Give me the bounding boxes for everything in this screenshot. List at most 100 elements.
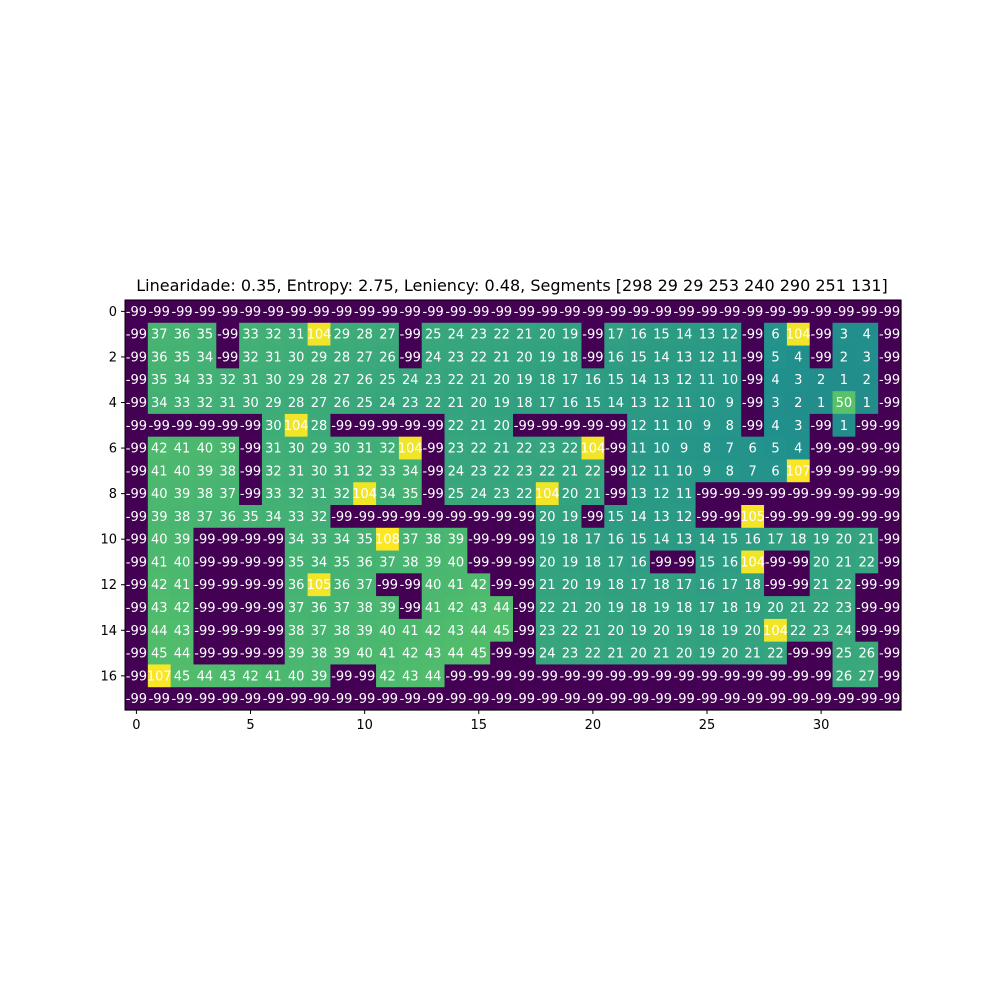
cell-value: -99 [468,692,489,707]
cell-value: -99 [240,487,261,502]
cell-value: -99 [468,305,489,320]
heatmap-cell [741,391,765,415]
heatmap-cell [695,573,720,597]
heatmap-cell [513,596,537,620]
heatmap-cell [809,618,834,643]
cell-value: 104 [763,624,788,639]
heatmap-cell [718,482,742,506]
heatmap-cell [444,687,468,711]
heatmap-cell [764,391,788,415]
heatmap-cell [398,482,423,506]
cell-value: 26 [334,396,351,411]
cell-value: 21 [562,464,579,479]
cell-value: 40 [151,533,168,548]
heatmap-cell [467,322,491,347]
heatmap-cell [558,436,583,461]
heatmap-cell [764,550,788,574]
heatmap-cell [216,618,240,643]
heatmap-cell [353,459,377,483]
cell-value: 104 [535,487,560,502]
heatmap-cell [764,368,788,392]
heatmap-cell [604,391,628,415]
cell-value: 44 [425,669,442,684]
heatmap-cell [239,505,263,529]
cell-value: 14 [607,396,624,411]
heatmap-cell [170,322,195,347]
heatmap-cell [330,368,354,392]
heatmap-cell [649,413,674,438]
heatmap-cell [672,664,697,688]
heatmap-cell [376,368,400,392]
cell-value: 33 [197,373,214,388]
heatmap-cell [170,482,195,506]
cell-value: 37 [151,328,168,343]
cell-value: 21 [858,533,875,548]
heatmap-cell [125,413,149,438]
heatmap-cell [444,459,468,483]
cell-value: 17 [722,578,739,593]
cell-value: 20 [539,510,556,525]
heatmap-cell [672,618,697,643]
heatmap-cell [764,527,788,552]
heatmap-cell [330,391,354,415]
cell-value: 21 [585,624,602,639]
heatmap-cell [147,413,172,438]
heatmap-cell [672,413,697,438]
heatmap-cell [261,641,286,666]
cell-value: -99 [400,350,421,365]
cell-value: 35 [288,555,305,570]
heatmap-cell [809,687,834,711]
heatmap-cell [832,345,856,369]
cell-value: -99 [856,487,877,502]
cell-value: 19 [539,350,556,365]
cell-value: -99 [194,533,215,548]
cell-value: 38 [356,601,373,616]
cell-value: 12 [699,350,716,365]
cell-value: -99 [240,442,261,457]
cell-value: -99 [628,692,649,707]
heatmap-cell [558,573,583,597]
cell-value: 41 [151,464,168,479]
heatmap-cell [307,664,332,688]
cell-value: 20 [836,533,853,548]
heatmap-cell [284,550,309,574]
cell-value: -99 [674,692,695,707]
cell-value: 12 [630,464,647,479]
cell-value: -99 [240,624,261,639]
heatmap-cell [444,322,468,347]
heatmap-cell [284,596,309,620]
heatmap-cell [513,505,537,529]
heatmap-cell [239,413,263,438]
heatmap-cell [467,641,491,666]
cell-value: -99 [788,692,809,707]
heatmap-cell [627,596,651,620]
cell-value: -99 [149,692,170,707]
cell-value: 22 [836,578,853,593]
cell-value: 8 [726,464,734,479]
cell-value: -99 [537,305,558,320]
cell-value: 37 [219,487,236,502]
cell-value: 31 [219,396,236,411]
cell-value: -99 [742,419,763,434]
heatmap-cell [421,345,446,369]
heatmap-cell [193,664,217,688]
cell-value: 36 [356,555,373,570]
cell-value: -99 [879,624,900,639]
cell-value: 18 [744,578,761,593]
cell-value: 22 [448,419,465,434]
heatmap-cell [193,618,217,643]
cell-value: -99 [126,601,147,616]
cell-value: 23 [425,373,442,388]
cell-value: 42 [402,647,419,662]
heatmap-cell [398,618,423,643]
cell-value: 19 [630,624,647,639]
heatmap-cell [239,391,263,415]
heatmap-cell [604,664,628,688]
heatmap-cell [398,573,423,597]
heatmap-cell [261,573,286,597]
heatmap-cell [147,505,172,529]
heatmap-cell [216,641,240,666]
heatmap-cell [421,618,446,643]
cell-value: 20 [539,328,556,343]
cell-value: 14 [653,533,670,548]
